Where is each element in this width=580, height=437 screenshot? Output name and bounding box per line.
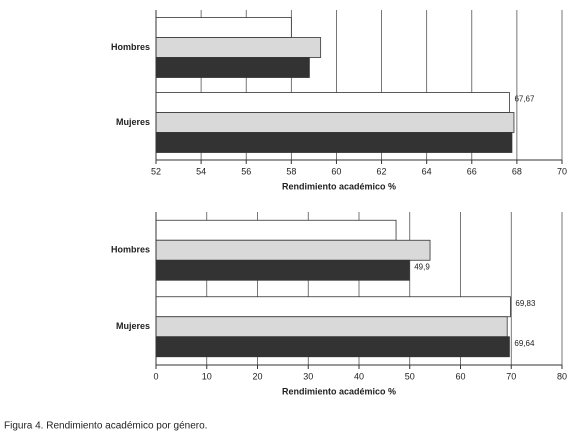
x-tick-label: 80 [557, 371, 567, 381]
bar [155, 17, 292, 38]
x-axis-label: Rendimiento académico % [282, 181, 396, 191]
x-tick-label: 70 [506, 371, 516, 381]
bar [155, 57, 310, 78]
x-tick-label: 64 [422, 166, 432, 176]
bar [155, 239, 431, 261]
value-label: 69,83 [515, 299, 536, 308]
x-tick-label: 30 [303, 371, 313, 381]
value-label: 49,9 [414, 262, 430, 271]
bar [155, 296, 511, 318]
x-tick-label: 58 [286, 166, 296, 176]
x-tick-label: 40 [354, 371, 364, 381]
x-tick-label: 56 [241, 166, 251, 176]
category-label: Hombres [111, 245, 150, 255]
x-tick-label: 20 [252, 371, 262, 381]
category-label: Hombres [111, 42, 150, 52]
category-label: Mujeres [116, 117, 150, 127]
bar [155, 219, 397, 241]
x-tick-label: 52 [151, 166, 161, 176]
bar [155, 92, 510, 113]
category-label: Mujeres [116, 321, 150, 331]
bar [155, 132, 513, 153]
bar [155, 259, 410, 281]
x-tick-label: 60 [455, 371, 465, 381]
value-label: 67,67 [514, 95, 535, 104]
x-tick-label: 62 [377, 166, 387, 176]
bar [155, 336, 510, 358]
x-tick-label: 50 [405, 371, 415, 381]
x-tick-label: 68 [512, 166, 522, 176]
x-tick-label: 60 [331, 166, 341, 176]
x-tick-label: 54 [196, 166, 206, 176]
bar [155, 316, 508, 338]
bar [155, 112, 515, 133]
caption: Figura 4. Rendimiento académico por géne… [4, 421, 207, 432]
x-tick-label: 0 [153, 371, 158, 381]
x-tick-label: 66 [467, 166, 477, 176]
x-axis-label: Rendimiento académico % [282, 386, 396, 396]
bar [155, 37, 322, 58]
x-tick-label: 70 [557, 166, 567, 176]
x-tick-label: 10 [202, 371, 212, 381]
value-label: 69,64 [514, 339, 535, 348]
